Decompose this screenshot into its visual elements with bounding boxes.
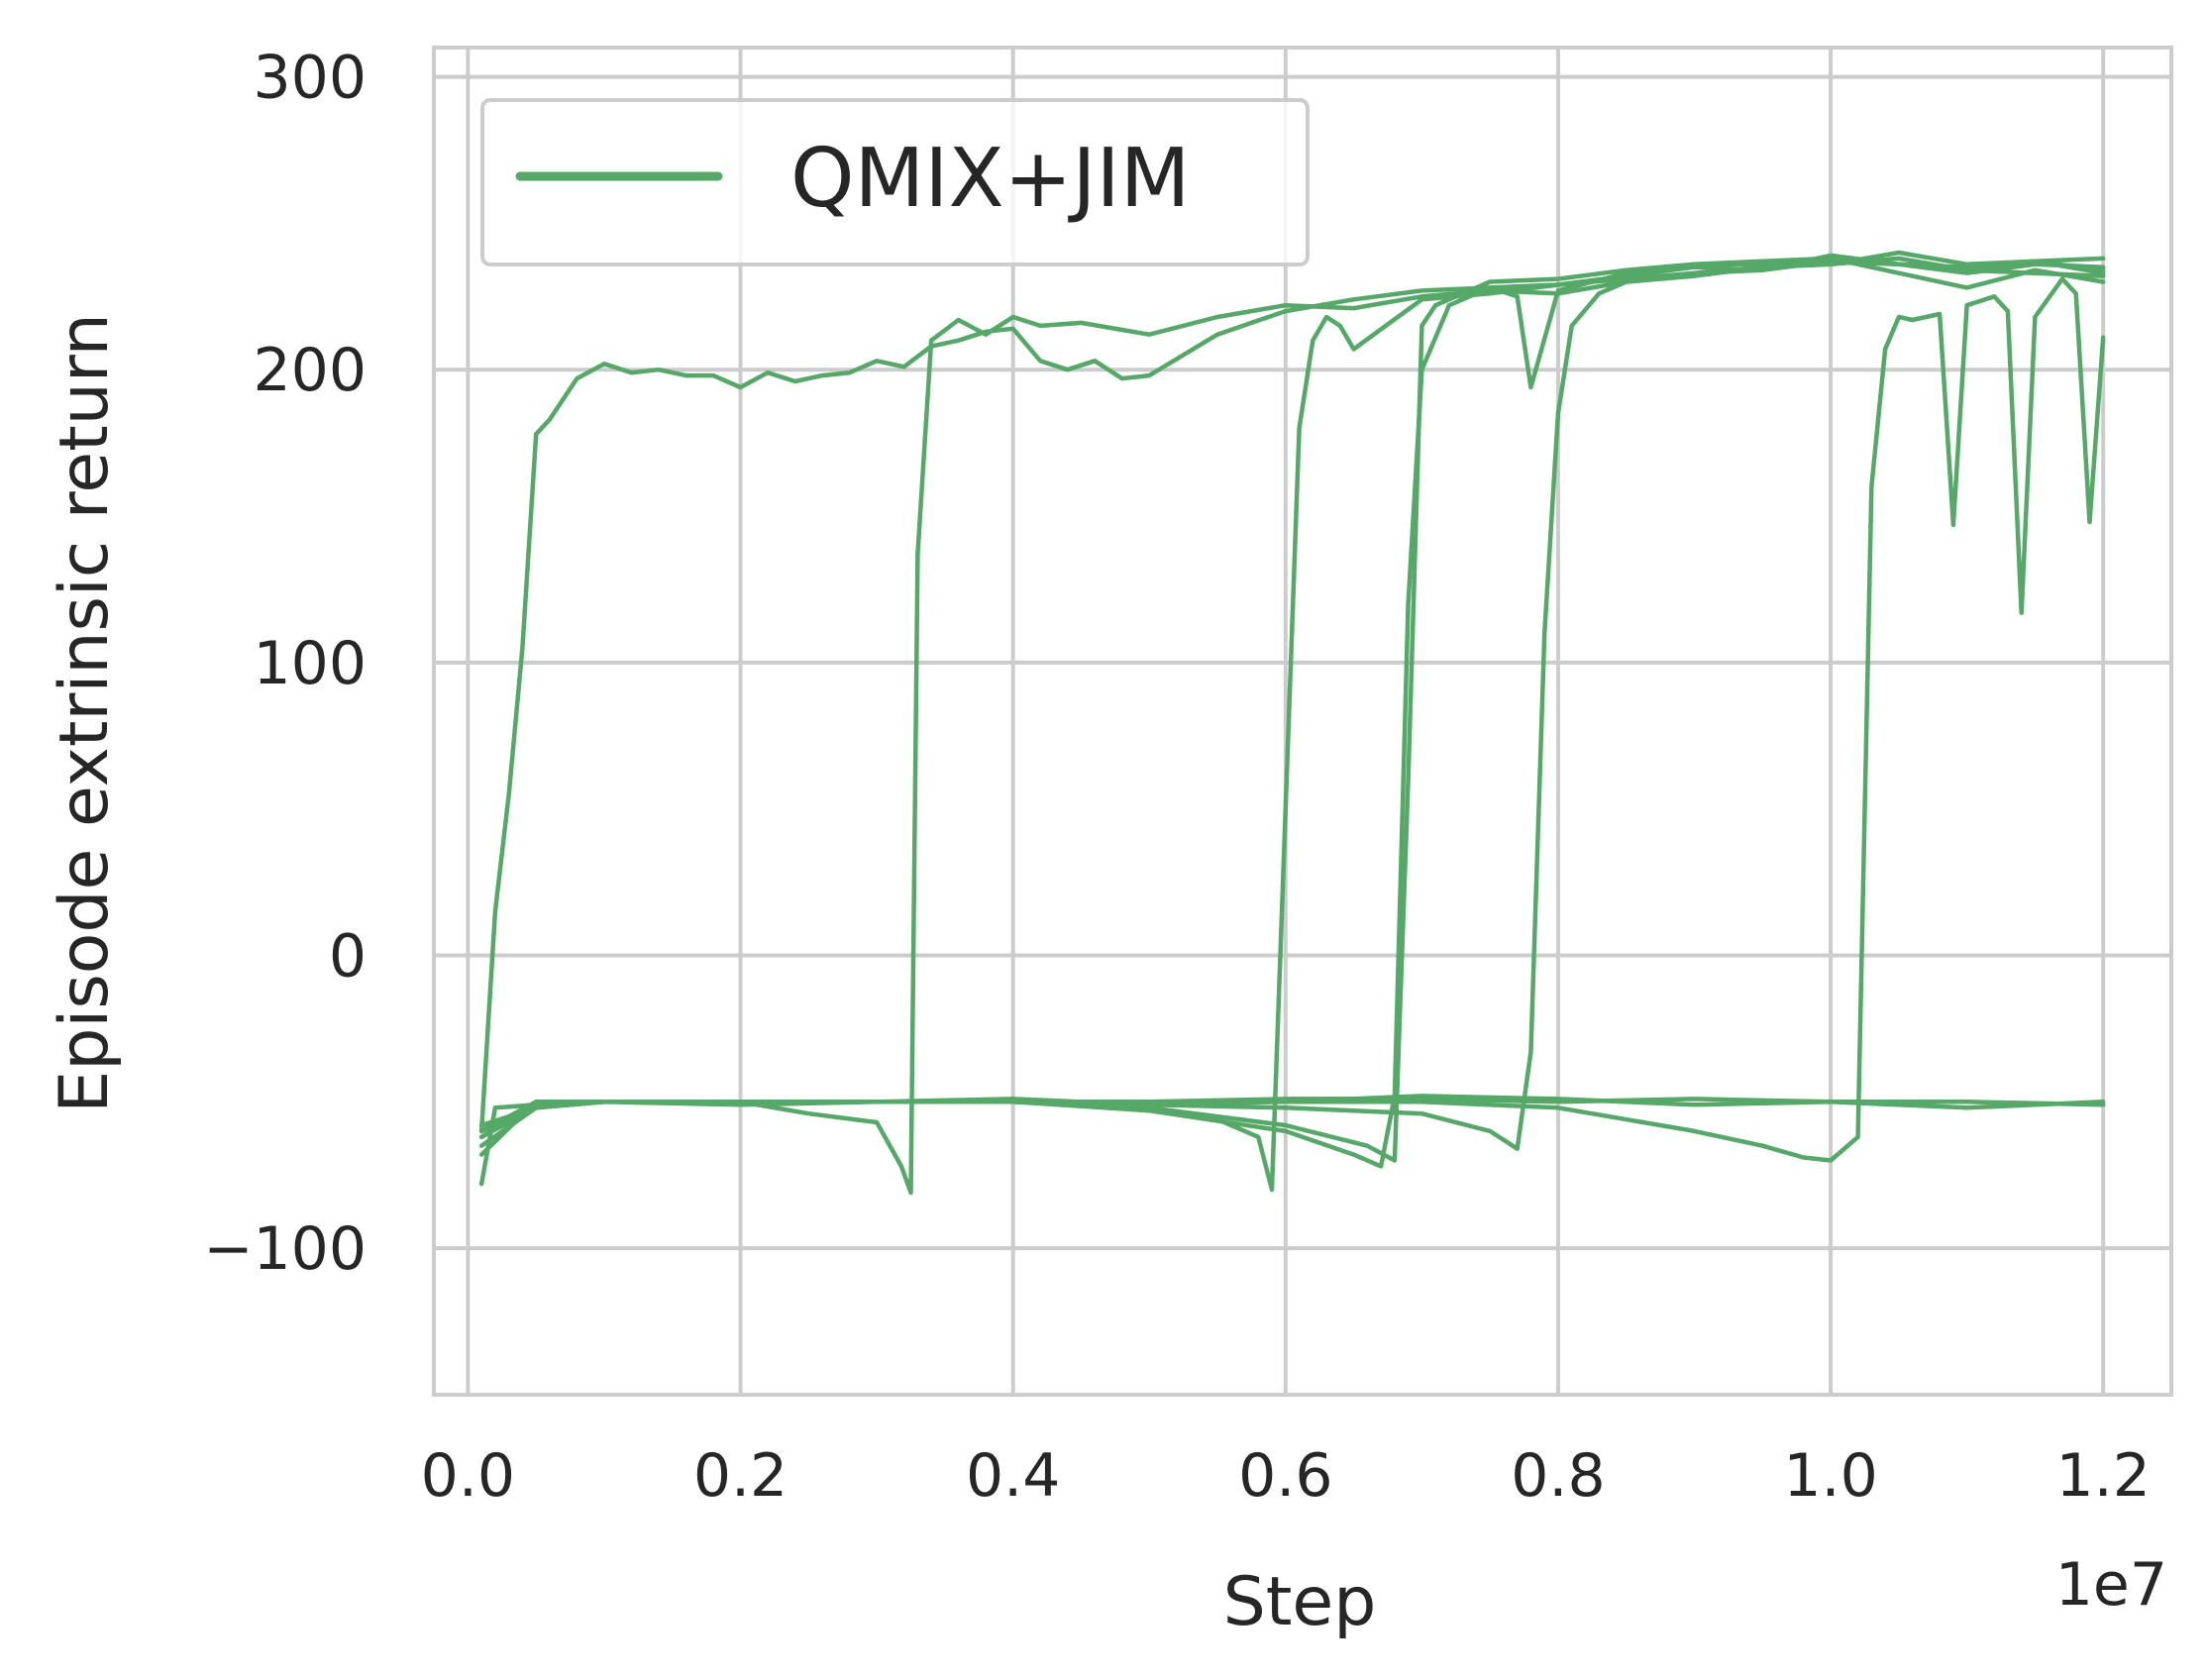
- x-axis-label: Step: [1223, 1563, 1377, 1641]
- series-line-1: [478, 259, 2106, 1134]
- y-tick-label: 300: [253, 44, 367, 113]
- series-line-9: [478, 1094, 2106, 1128]
- x-tick-label: 0.4: [966, 1441, 1060, 1511]
- y-tick-label: 100: [253, 629, 367, 698]
- x-tick-label: 0.0: [421, 1441, 515, 1511]
- legend-label: QMIX+JIM: [790, 132, 1190, 226]
- y-tick-labels: −100 0 100 200 300: [203, 44, 367, 1285]
- legend-box: [480, 98, 1310, 266]
- series-group: [478, 250, 2106, 1196]
- legend: QMIX+JIM: [480, 98, 1310, 266]
- y-tick-label: 200: [253, 336, 367, 405]
- x-tick-label: 0.6: [1238, 1441, 1332, 1511]
- x-tick-label: 1.2: [2056, 1441, 2151, 1511]
- x-tick-label: 0.2: [693, 1441, 788, 1511]
- x-tick-label: 0.8: [1511, 1441, 1605, 1511]
- x-axis-offset-label: 1e7: [2055, 1550, 2167, 1620]
- x-tick-labels: 0.0 0.2 0.4 0.6 0.8 1.0 1.2: [421, 1441, 2151, 1511]
- y-tick-label: −100: [203, 1214, 367, 1284]
- x-tick-label: 1.0: [1783, 1441, 1877, 1511]
- y-tick-label: 0: [329, 922, 367, 992]
- y-axis-label: Episode extrinsic return: [46, 313, 124, 1112]
- plot-frame: [432, 46, 2173, 1397]
